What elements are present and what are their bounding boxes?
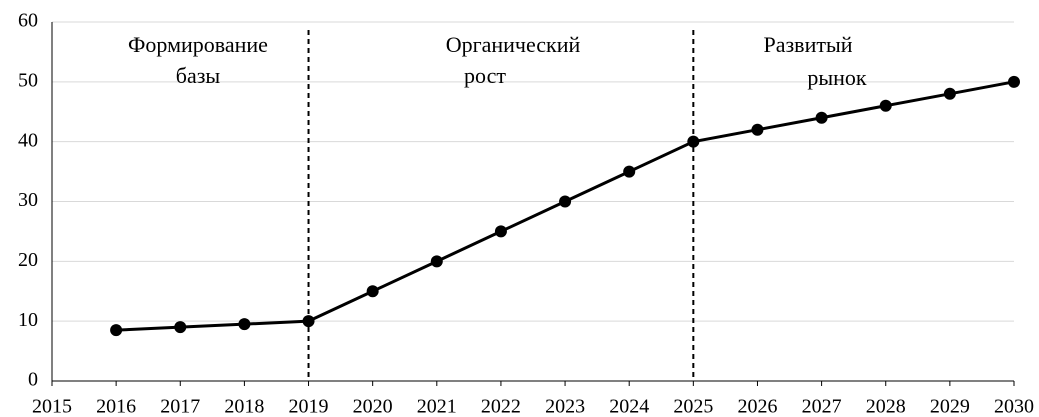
x-tick-label: 2017: [160, 396, 200, 417]
x-tick-label: 2020: [353, 396, 393, 417]
x-tick-label: 2030: [994, 396, 1034, 417]
phase-label: Развитый: [763, 32, 852, 57]
point: [687, 135, 700, 148]
x-tick-label: 2015: [32, 396, 72, 417]
point: [1008, 75, 1020, 88]
point: [494, 225, 507, 238]
phase-label: базы: [176, 63, 221, 88]
x-tick-label: 2027: [802, 396, 842, 417]
x-tick-label: 2018: [224, 396, 264, 417]
x-tick-label: 2028: [866, 396, 906, 417]
y-tick-label: 20: [18, 249, 38, 271]
point: [110, 324, 123, 337]
point: [238, 318, 251, 331]
x-tick-label: 2029: [930, 396, 970, 417]
x-tick-label: 2016: [96, 396, 136, 417]
point: [943, 87, 956, 100]
point: [815, 111, 828, 124]
phase-label: Формирование: [128, 32, 268, 57]
x-tick-label: 2025: [673, 396, 713, 417]
x-tick-label: 2021: [417, 396, 457, 417]
phase-label: рост: [464, 63, 506, 88]
x-tick-label: 2026: [737, 396, 777, 417]
y-tick-label: 60: [18, 10, 38, 32]
point: [559, 195, 572, 208]
phase-label: рынок: [807, 65, 867, 90]
point: [879, 99, 892, 112]
phase-label: Органический: [446, 32, 581, 57]
x-tick-label: 2024: [609, 396, 649, 417]
point: [302, 315, 315, 328]
point: [174, 321, 187, 334]
x-tick-label: 2019: [289, 396, 329, 417]
y-tick-label: 30: [18, 189, 38, 211]
point: [366, 285, 379, 298]
point: [751, 123, 764, 136]
y-tick-label: 0: [28, 369, 38, 391]
point: [623, 165, 636, 178]
y-tick-label: 10: [18, 309, 38, 331]
point: [430, 255, 443, 268]
y-tick-label: 40: [18, 129, 38, 151]
x-tick-label: 2023: [545, 396, 585, 417]
y-tick-label: 50: [18, 69, 38, 91]
x-tick-label: 2022: [481, 396, 521, 417]
